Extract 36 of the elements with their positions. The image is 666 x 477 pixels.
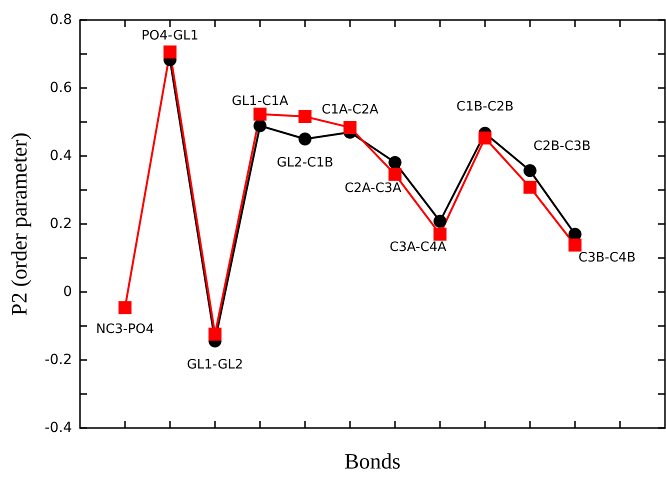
point (524, 164, 536, 178)
annotation: C3A-C4A (390, 240, 447, 255)
point (254, 108, 266, 121)
y-tick-label: 0.2 (50, 216, 72, 232)
y-tick-label: 0.8 (50, 12, 72, 28)
annotation: C3B-C4B (578, 250, 636, 266)
y-tick-label: 0.6 (50, 80, 72, 96)
annotation: PO4-GL1 (141, 28, 199, 44)
y-axis-title: P2 (order parameter) (6, 132, 32, 316)
point (208, 328, 222, 341)
y-tick-label: -0.2 (44, 352, 72, 368)
annotation: C2A-C3A (344, 180, 402, 196)
point (164, 45, 176, 58)
point (254, 119, 266, 132)
point (298, 110, 312, 124)
annotation: C1A-C2A (322, 102, 379, 118)
x-axis-title: Bonds (344, 448, 401, 474)
annotation: C1B-C2B (456, 100, 514, 115)
point (524, 180, 536, 194)
annotation: GL1-GL2 (186, 357, 244, 372)
point (478, 131, 492, 144)
point (388, 168, 402, 181)
point (434, 228, 446, 241)
annotation: GL2-C1B (276, 156, 334, 170)
point (344, 120, 356, 134)
annotation: C2B-C3B (533, 139, 591, 154)
point (388, 156, 402, 169)
y-tick-label: -0.4 (44, 420, 72, 436)
y-tick-label: 0.4 (50, 148, 72, 164)
y-tick-label: 0 (63, 284, 72, 300)
annotation: GL1-C1A (232, 94, 288, 110)
point (118, 301, 132, 314)
point (298, 132, 312, 146)
annotation: NC3-PO4 (96, 322, 154, 338)
point (434, 214, 446, 228)
point (568, 238, 582, 252)
